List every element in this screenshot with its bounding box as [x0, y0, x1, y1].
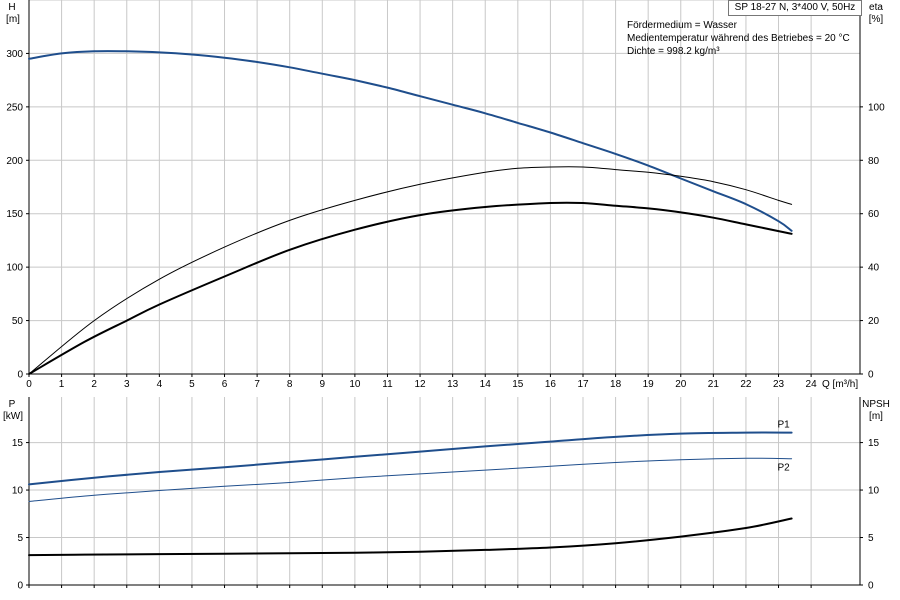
- left-axis-title: H: [8, 2, 15, 13]
- x-tick-label: 3: [124, 379, 130, 390]
- series-line-0-1: [28, 166, 793, 375]
- right-tick-label: 5: [868, 533, 874, 544]
- x-tick-label: 7: [254, 379, 260, 390]
- left-tick-label: 100: [6, 263, 23, 274]
- power-npsh-panel: 0 5 10 15 0 5 10 15 P[kW] NPSH[m] P1 P2: [3, 397, 890, 592]
- x-tick-label: 16: [545, 379, 557, 390]
- temperature-text: Medientemperatur während des Betriebes =…: [627, 33, 850, 44]
- series-label-p1: P1: [777, 420, 790, 431]
- right-axis-title: NPSH: [862, 399, 890, 410]
- left-axis-title: P: [9, 399, 16, 410]
- pump-label: SP 18-27 N, 3*400 V, 50Hz: [728, 0, 862, 16]
- left-tick-label: 0: [17, 581, 23, 592]
- right-tick-label: 10: [868, 486, 880, 497]
- x-tick-label: 21: [708, 379, 720, 390]
- left-tick-label: 150: [6, 209, 23, 220]
- series-label-p2: P2: [777, 463, 790, 474]
- left-tick-label: 0: [17, 370, 23, 381]
- x-tick-label: 19: [643, 379, 655, 390]
- x-tick-label: 10: [349, 379, 361, 390]
- left-tick-label: 250: [6, 102, 23, 113]
- left-axis-unit: [m]: [6, 14, 20, 25]
- x-tick-label: 11: [382, 379, 393, 390]
- density-text: Dichte = 998.2 kg/m³: [627, 46, 720, 57]
- right-tick-label: 0: [868, 370, 874, 381]
- x-tick-label: 17: [577, 379, 589, 390]
- x-tick-label: 8: [287, 379, 293, 390]
- x-tick-label: 15: [512, 379, 524, 390]
- left-axis-unit: [kW]: [3, 411, 23, 422]
- right-tick-label: 20: [868, 316, 880, 327]
- x-tick-label: 0: [26, 379, 32, 390]
- x-tick-label: 23: [773, 379, 785, 390]
- left-tick-label: 5: [17, 533, 23, 544]
- series-line-0-0: [28, 50, 793, 232]
- x-tick-label: 12: [414, 379, 426, 390]
- right-tick-label: 0: [868, 581, 874, 592]
- left-tick-label: 300: [6, 49, 23, 60]
- medium-text: Fördermedium = Wasser: [627, 20, 737, 31]
- x-axis-label: Q [m³/h]: [822, 379, 858, 390]
- right-tick-label: 80: [868, 156, 880, 167]
- right-axis-unit: [m]: [869, 411, 883, 422]
- x-tick-label: 9: [320, 379, 326, 390]
- x-tick-label: 24: [806, 379, 818, 390]
- right-tick-label: 60: [868, 209, 880, 220]
- x-tick-label: 6: [222, 379, 228, 390]
- right-axis-title: eta: [869, 2, 883, 13]
- x-tick-label: 1: [59, 379, 65, 390]
- x-tick-label: 13: [447, 379, 459, 390]
- x-tick-label: 2: [91, 379, 97, 390]
- right-tick-label: 40: [868, 263, 880, 274]
- x-tick-label: 20: [675, 379, 687, 390]
- right-tick-label: 15: [868, 438, 880, 449]
- series-line-1-0: [28, 431, 793, 486]
- x-tick-label: 18: [610, 379, 622, 390]
- right-axis-unit: [%]: [869, 14, 884, 25]
- left-tick-label: 200: [6, 156, 23, 167]
- x-tick-label: 5: [189, 379, 195, 390]
- series-line-1-2: [28, 517, 793, 557]
- x-tick-label: 22: [740, 379, 752, 390]
- series-line-0-2: [28, 201, 793, 375]
- x-tick-label: 14: [480, 379, 492, 390]
- left-tick-label: 15: [12, 438, 24, 449]
- series-line-1-1: [28, 457, 793, 502]
- x-tick-label: 4: [157, 379, 163, 390]
- right-tick-label: 100: [868, 102, 885, 113]
- left-tick-label: 50: [12, 316, 24, 327]
- left-tick-label: 10: [12, 486, 24, 497]
